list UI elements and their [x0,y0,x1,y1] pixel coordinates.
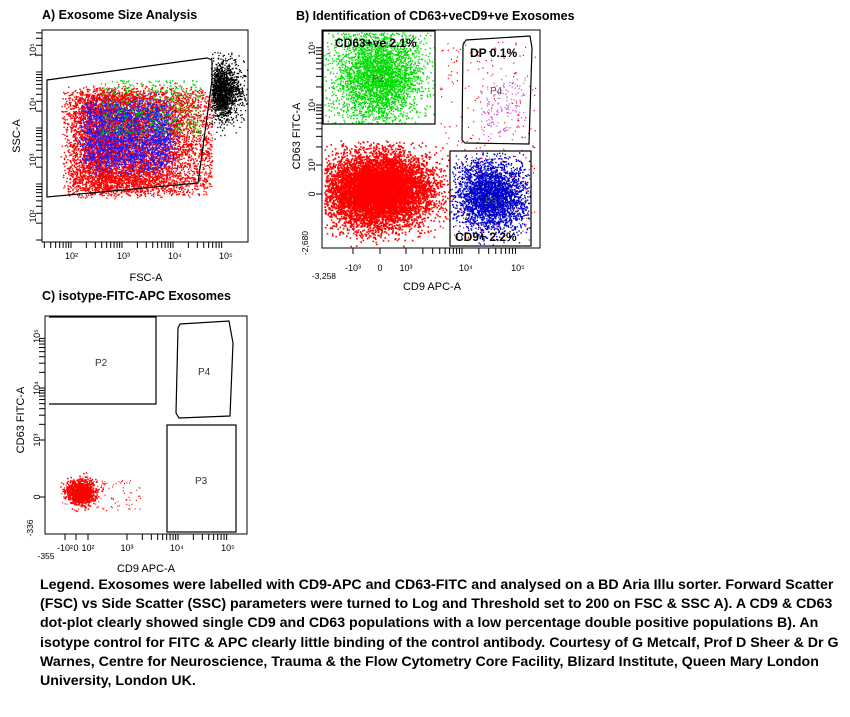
gate-label-p2: P2 [95,358,108,369]
y-min-label: -2,680 [300,231,310,255]
population-dots [100,80,202,137]
panel-b-plot: P2 P4 P3 CD63+ve 2.1% DP 0.1% CD9+ 2.2% … [291,29,541,293]
gate-label-p2: P2 [372,74,385,85]
figure-legend: Legend. Exosomes were labelled with CD9-… [40,577,839,690]
y-tick-label: 10³ [28,153,38,166]
panel-b-title: B) Identification of CD63+veCD9+ve Exoso… [296,9,575,23]
x-tick-label: 10² [65,251,78,261]
y-axis-label: CD63 FITC-A [15,386,27,453]
x-tick-label: 0 [73,543,78,553]
x-axis-label: CD9 APC-A [117,563,176,575]
y-min-label: -336 [25,519,35,536]
y-tick-label: 10⁵ [32,329,42,343]
x-tick-label: -10² [57,543,73,553]
panel-a-title: A) Exosome Size Analysis [42,8,198,22]
x-tick-label: 10⁵ [511,263,525,273]
gate-stat-cd9: CD9+ 2.2% [455,230,517,244]
x-tick-label: 10³ [399,263,412,273]
gate-p4 [175,320,234,419]
y-tick-label: 10³ [307,158,317,171]
panel-a-plot: P1 10² 10³ 10⁴ 10⁵ 10² 10³ 10⁴ 10⁵ FSC-A… [11,29,249,284]
gate-stat-cd63: CD63+ve 2.1% [335,36,417,50]
gate-stat-dp: DP 0.1% [470,46,517,60]
population-dots [451,152,532,246]
x-tick-label: 10² [81,543,94,553]
x-tick-label: 10³ [117,251,130,261]
population-dots [440,41,537,241]
gate-p2 [49,316,157,405]
population-dots [324,32,436,125]
y-tick-label: 10² [28,209,38,222]
panel-c-title: C) isotype-FITC-APC Exosomes [42,289,231,303]
gate-p3 [449,150,532,247]
x-tick-label: 10⁵ [221,543,235,553]
y-tick-label: 0 [32,494,42,499]
y-tick-label: 10⁴ [28,97,38,111]
x-tick-label: 10⁵ [219,251,233,261]
y-tick-label: 10⁴ [32,381,42,395]
y-tick-label: 10⁵ [307,41,317,55]
x-tick-label: -10³ [345,263,361,273]
population-dots [210,51,249,140]
panel-c-plot: P2 P4 P3 -10² 0 10² 10³ 10⁴ 10⁵ -355 0 1… [15,315,248,575]
y-axis-label: CD63 FITC-A [291,102,303,169]
gate-p2 [322,30,436,125]
population-dots [324,140,452,248]
x-min-label: -3,258 [312,271,336,281]
y-tick-label: 10³ [32,433,42,446]
gate-p4 [461,35,533,145]
gate-label-p1: P1 [113,125,126,136]
y-tick-label: 10⁴ [307,98,317,112]
x-axis-label: FSC-A [130,272,164,284]
gate-label-p4: P4 [198,367,211,378]
x-tick-label: 10⁴ [170,543,184,553]
population-dots [60,472,104,513]
x-tick-label: 10⁴ [459,263,473,273]
gate-label-p3: P3 [485,196,498,207]
gate-p3 [166,424,237,533]
gate-p1 [46,57,213,198]
x-min-label: -355 [37,551,54,561]
gate-label-p4: P4 [490,86,503,97]
population-dots [75,88,182,178]
x-tick-label: 0 [377,263,382,273]
x-tick-label: 10⁴ [168,251,182,261]
y-axis-label: SSC-A [11,119,23,153]
population-dots [61,480,142,512]
population-dots [480,72,526,140]
x-axis-label: CD9 APC-A [403,281,462,293]
y-tick-label: 10⁵ [28,43,38,57]
y-tick-label: 0 [307,191,317,196]
x-tick-label: 10³ [120,543,133,553]
gate-label-p3: P3 [195,476,208,487]
